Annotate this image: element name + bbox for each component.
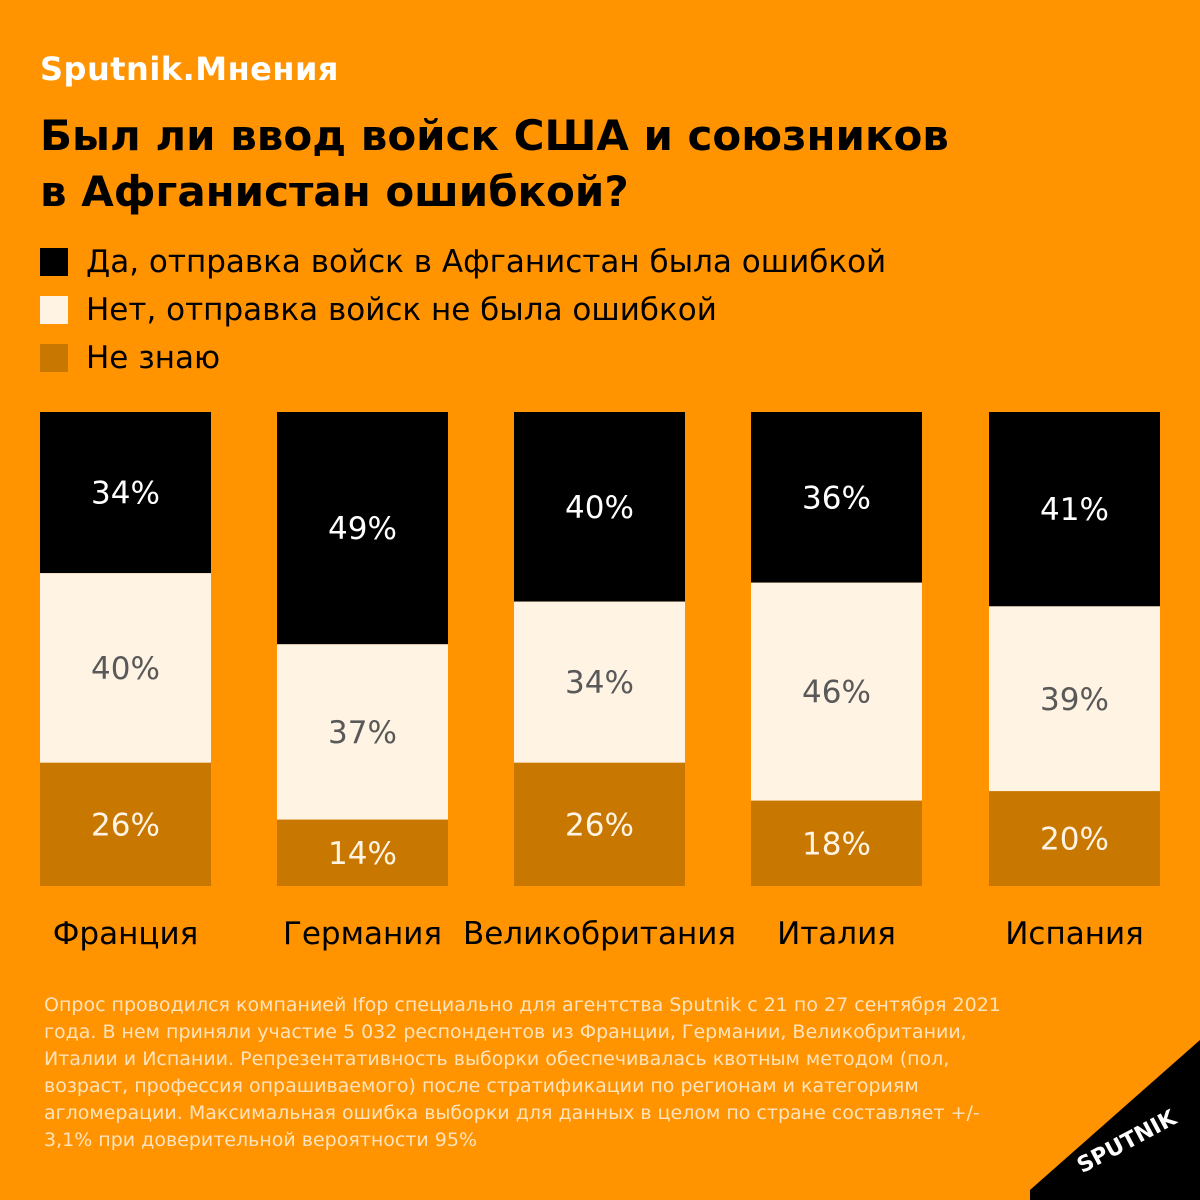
- legend-label-dont-know: Не знаю: [86, 340, 221, 376]
- data-label-dont-know: 26%: [91, 807, 160, 843]
- bar-segment-yes: [751, 412, 922, 583]
- data-label-dont-know: 26%: [565, 807, 634, 843]
- category-label: Великобритания: [463, 916, 736, 952]
- legend-label-yes: Да, отправка войск в Афганистан была оши…: [86, 244, 887, 280]
- bar-segment-no: [751, 582, 922, 801]
- bar-segment-no: [40, 573, 211, 763]
- bar-segment-yes: [277, 412, 448, 645]
- category-label: Испания: [1005, 916, 1144, 952]
- bar-segment-yes: [40, 412, 211, 574]
- bar-segment-dont-know: [514, 762, 685, 886]
- bar-segment-dont-know: [277, 819, 448, 886]
- data-label-yes: 34%: [91, 476, 160, 512]
- data-label-no: 39%: [1040, 682, 1109, 718]
- survey-footnote: Опрос проводился компанией Ifop специаль…: [44, 994, 1001, 1151]
- sputnik-logo: SPUTNIK: [1030, 1040, 1200, 1200]
- bar-segment-no: [989, 606, 1160, 792]
- data-label-no: 34%: [565, 665, 634, 701]
- data-label-yes: 40%: [565, 490, 634, 526]
- chart-title-line-1: Был ли ввод войск США и союзников: [40, 111, 949, 160]
- data-label-dont-know: 14%: [328, 836, 397, 872]
- category-label: Германия: [283, 916, 442, 952]
- brand-label: Sputnik.Мнения: [40, 50, 339, 88]
- bar-segment-yes: [989, 412, 1160, 607]
- bar-segment-dont-know: [989, 791, 1160, 886]
- legend-swatch-yes: [40, 248, 68, 276]
- data-label-yes: 41%: [1040, 492, 1109, 528]
- chart-title-line-2: в Афганистан ошибкой?: [40, 167, 629, 216]
- bar-segment-dont-know: [751, 800, 922, 886]
- data-label-yes: 49%: [328, 511, 397, 547]
- bar-segment-no: [277, 644, 448, 820]
- bar-segment-dont-know: [40, 762, 211, 886]
- data-label-yes: 36%: [802, 480, 871, 516]
- legend-label-no: Нет, отправка войск не была ошибкой: [86, 292, 717, 328]
- bar-segment-yes: [514, 412, 685, 602]
- bar-segment-no: [514, 601, 685, 763]
- category-label: Франция: [53, 916, 199, 952]
- category-label: Италия: [777, 916, 896, 952]
- data-label-no: 46%: [802, 675, 871, 711]
- data-label-no: 40%: [91, 651, 160, 687]
- data-label-dont-know: 18%: [802, 826, 871, 862]
- data-label-dont-know: 20%: [1040, 822, 1109, 858]
- legend-swatch-dont-know: [40, 344, 68, 372]
- legend-swatch-no: [40, 296, 68, 324]
- chart-title: Был ли ввод войск США и союзников в Афга…: [40, 108, 1140, 220]
- data-label-no: 37%: [328, 715, 397, 751]
